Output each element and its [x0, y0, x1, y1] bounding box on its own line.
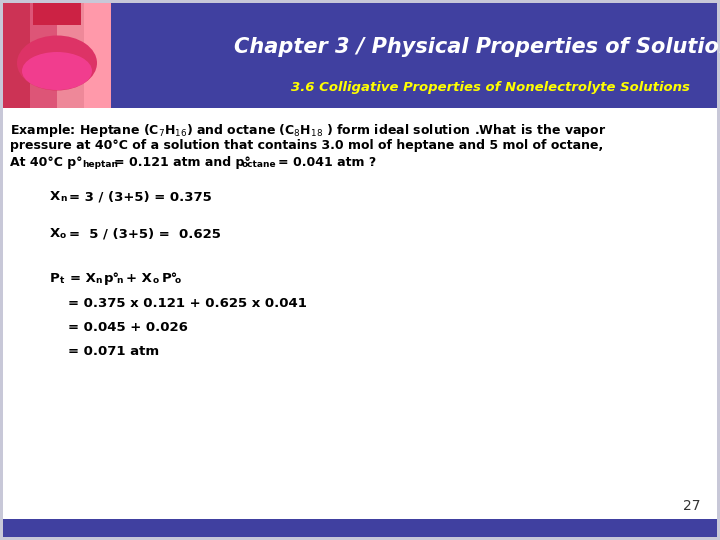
- Text: Chapter 3 / Physical Properties of Solutions: Chapter 3 / Physical Properties of Solut…: [234, 37, 720, 57]
- Text: heptan: heptan: [82, 160, 118, 169]
- Text: P°: P°: [162, 272, 179, 285]
- Text: At 40°C p°: At 40°C p°: [10, 156, 83, 169]
- Text: P: P: [50, 272, 60, 285]
- Bar: [3, 3, 111, 108]
- Text: 3.6 Colligative Properties of Nonelectrolyte Solutions: 3.6 Colligative Properties of Nonelectro…: [291, 80, 690, 93]
- Text: n: n: [95, 275, 102, 285]
- Text: = 0.045 + 0.026: = 0.045 + 0.026: [68, 321, 188, 334]
- Text: =  5 / (3+5) =  0.625: = 5 / (3+5) = 0.625: [69, 227, 221, 240]
- Text: = 3 / (3+5) = 0.375: = 3 / (3+5) = 0.375: [69, 190, 212, 203]
- Text: p°: p°: [104, 272, 120, 285]
- Bar: [30, 3, 57, 108]
- Bar: [57, 3, 84, 108]
- Text: o: o: [60, 232, 66, 240]
- Bar: [84, 3, 111, 108]
- Ellipse shape: [22, 52, 92, 90]
- Bar: [3, 519, 717, 537]
- Text: X: X: [50, 227, 60, 240]
- Text: = X: = X: [70, 272, 96, 285]
- Text: + X: + X: [126, 272, 152, 285]
- Text: octane: octane: [242, 160, 276, 169]
- Ellipse shape: [17, 36, 97, 91]
- Text: o: o: [153, 275, 159, 285]
- Text: 27: 27: [683, 499, 700, 513]
- Text: = 0.121 atm and p°: = 0.121 atm and p°: [114, 156, 251, 169]
- Text: X: X: [50, 190, 60, 203]
- Text: = 0.041 atm ?: = 0.041 atm ?: [278, 156, 377, 169]
- Text: pressure at 40°C of a solution that contains 3.0 mol of heptane and 5 mol of oct: pressure at 40°C of a solution that cont…: [10, 139, 603, 152]
- Text: n: n: [60, 194, 66, 203]
- Text: o: o: [175, 275, 181, 285]
- Text: Example: Heptane (C$_7$H$_{16}$) and octane (C$_8$H$_{18}$ ) form ideal solution: Example: Heptane (C$_7$H$_{16}$) and oct…: [10, 122, 606, 139]
- Bar: [33, 3, 81, 25]
- Bar: [3, 3, 717, 108]
- Text: n: n: [116, 275, 122, 285]
- Bar: [3, 108, 717, 537]
- Text: = 0.071 atm: = 0.071 atm: [68, 345, 159, 357]
- Text: = 0.375 x 0.121 + 0.625 x 0.041: = 0.375 x 0.121 + 0.625 x 0.041: [68, 297, 307, 310]
- Bar: [3, 3, 30, 108]
- Text: t: t: [60, 275, 64, 285]
